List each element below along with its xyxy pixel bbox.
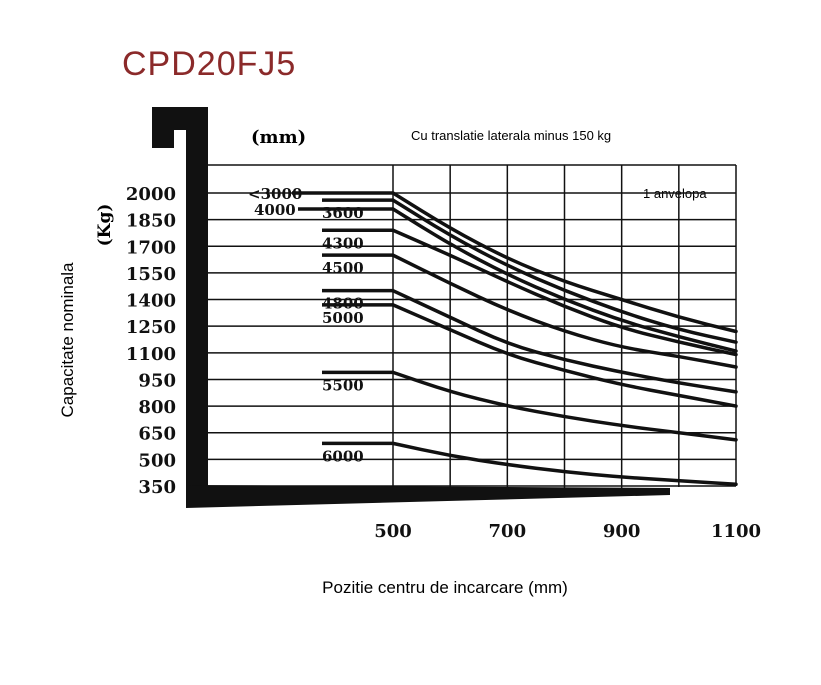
- y-tick-label: 500: [138, 450, 176, 471]
- y-tick-label: 1400: [126, 291, 176, 312]
- series-label: 3600: [322, 204, 364, 222]
- x-tick-label: 900: [603, 521, 641, 542]
- series-line: [391, 198, 738, 344]
- series-line: [391, 191, 738, 334]
- y-tick-label: 950: [138, 370, 176, 391]
- unit-mm-label: (mm): [251, 127, 306, 148]
- y-axis-title: Capacitate nominala: [58, 262, 77, 418]
- y-tick-label: 1100: [126, 344, 176, 365]
- y-tick-label: 2000: [126, 184, 176, 205]
- y-tick-labels: 2000 1850 1700 1550 1400 1250 1100 950 800 650 500…: [126, 184, 176, 498]
- y-tick-label: 1700: [126, 237, 176, 258]
- y-tick-label: 1250: [126, 317, 176, 338]
- series-label: 4300: [322, 234, 364, 252]
- chart-title: CPD20FJ5: [122, 45, 296, 83]
- series-line: [391, 303, 738, 408]
- series-lines: [292, 191, 738, 486]
- y-tick-label: 1550: [126, 264, 176, 285]
- series-label: <3000: [248, 185, 302, 203]
- series-label: 4000: [254, 201, 296, 219]
- x-axis-bar-shape: [186, 485, 670, 508]
- x-tick-labels: 500 700 900 1100: [374, 521, 761, 542]
- series-label: 4500: [322, 259, 364, 277]
- unit-kg-label: (Kg): [95, 204, 115, 247]
- y-tick-label: 1850: [126, 211, 176, 232]
- series-line: [391, 441, 738, 486]
- x-tick-label: 500: [374, 521, 412, 542]
- note-side-shift: Cu translatie laterala minus 150 kg: [411, 128, 611, 143]
- series-label: 6000: [322, 447, 364, 465]
- series-label: 5000: [322, 309, 364, 327]
- x-axis-title: Pozitie centru de incarcare (mm): [322, 578, 568, 597]
- chart-frame: [152, 107, 670, 508]
- y-tick-label: 800: [138, 397, 176, 418]
- y-tick-label: 650: [138, 424, 176, 445]
- x-tick-label: 700: [489, 521, 527, 542]
- series-line: [391, 370, 738, 442]
- series-line: [391, 288, 738, 394]
- frame-hook-shape: [152, 107, 208, 490]
- series-line: [391, 228, 738, 357]
- series-label: 4800: [322, 295, 364, 313]
- series-line: [391, 253, 738, 369]
- series-label: 5500: [322, 376, 364, 394]
- x-tick-label: 1100: [711, 521, 761, 542]
- series-line: [391, 207, 738, 353]
- y-tick-label: 350: [138, 477, 176, 498]
